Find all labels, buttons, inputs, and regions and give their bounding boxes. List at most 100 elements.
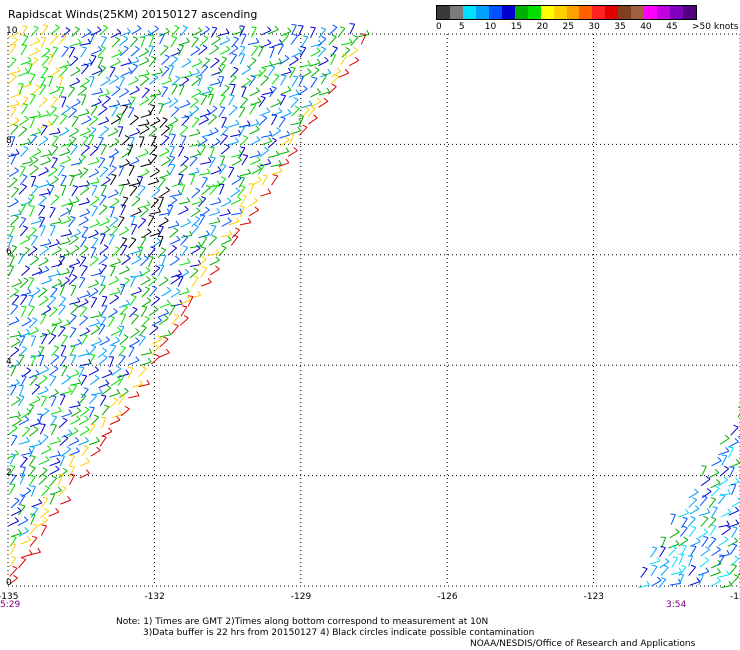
wind-barb	[107, 130, 119, 137]
wind-barb	[8, 236, 14, 247]
wind-barb	[148, 46, 154, 57]
wind-barb	[711, 507, 718, 518]
wind-barb	[11, 188, 19, 198]
wind-barb-flag	[224, 84, 230, 88]
wind-barb	[29, 167, 39, 176]
wind-barb	[261, 91, 273, 96]
wind-barb	[69, 58, 79, 67]
wind-barb-flag	[331, 83, 337, 87]
wind-barb-flag	[197, 26, 203, 32]
wind-barb	[50, 27, 60, 35]
wind-barb	[231, 153, 243, 158]
wind-barb-flag	[112, 225, 118, 229]
wind-barb	[141, 318, 150, 327]
wind-barb	[8, 170, 19, 178]
wind-barb-flag	[140, 236, 147, 239]
wind-barb	[311, 100, 322, 108]
wind-barb	[271, 175, 279, 186]
wind-barb-flag	[37, 547, 41, 553]
wind-barb	[710, 580, 721, 587]
wind-barb	[120, 245, 128, 256]
wind-barb	[117, 395, 126, 405]
wind-barb-flag	[159, 33, 165, 36]
wind-barb	[40, 448, 52, 455]
wind-barb	[27, 278, 35, 289]
wind-barb-flag	[17, 416, 22, 421]
wind-barb	[58, 487, 67, 497]
wind-barb	[8, 153, 20, 157]
wind-barb-flag	[212, 105, 218, 109]
wind-barb	[90, 315, 102, 319]
wind-barb	[88, 181, 100, 185]
wind-barb-flag	[83, 63, 89, 67]
wind-barb-flag	[267, 188, 272, 194]
wind-barb-flag	[74, 436, 80, 442]
wind-barb-flag	[12, 565, 18, 569]
wind-barb	[171, 325, 179, 335]
wind-barb-flag	[675, 539, 680, 545]
wind-barb	[239, 147, 246, 158]
wind-barb-flag	[75, 77, 81, 82]
wind-barb	[337, 28, 346, 38]
wind-barb	[280, 89, 292, 95]
wind-barb-flag	[737, 497, 740, 501]
wind-barb	[90, 416, 100, 426]
wind-barb	[230, 236, 239, 246]
wind-barb	[69, 262, 80, 267]
wind-barb	[50, 356, 60, 365]
wind-barb-flag	[76, 407, 82, 412]
wind-barb	[61, 336, 68, 346]
wind-barb	[30, 236, 38, 246]
wind-barb-flag	[20, 165, 26, 168]
wind-barb	[109, 141, 120, 148]
wind-barb	[160, 137, 170, 146]
wind-barb	[40, 498, 49, 508]
wind-barb-flag	[198, 197, 203, 202]
wind-barb-flag	[308, 100, 313, 105]
wind-barb-flag	[68, 138, 73, 144]
wind-barb-flag	[247, 168, 252, 174]
wind-barb	[107, 192, 119, 199]
y-tick-label: 10	[6, 26, 18, 36]
wind-barb	[231, 159, 242, 167]
wind-barb-flag	[192, 155, 198, 159]
wind-barb-flag	[41, 195, 47, 199]
wind-barb	[8, 320, 20, 326]
wind-barb	[29, 206, 35, 217]
wind-barb	[228, 76, 237, 86]
wind-barb-flag	[345, 47, 351, 51]
wind-barb-flag	[193, 267, 199, 272]
wind-barb-flag	[164, 134, 170, 139]
wind-barb-flag	[45, 179, 50, 185]
wind-barb-flag	[100, 323, 106, 326]
wind-barb	[8, 427, 18, 436]
wind-barb-flag	[726, 525, 731, 529]
wind-barb	[38, 170, 49, 177]
wind-barb	[328, 86, 337, 95]
wind-barb-flag	[243, 135, 249, 139]
wind-barb-flag	[274, 25, 279, 30]
wind-barb-flag	[84, 185, 90, 189]
wind-barb-flag	[9, 255, 15, 257]
wind-barb-flag	[253, 197, 258, 202]
wind-barb	[40, 525, 48, 536]
wind-barb	[60, 219, 71, 225]
wind-barb-flag	[183, 155, 189, 159]
wind-barb-flag	[278, 43, 284, 46]
wind-barb	[210, 141, 221, 148]
wind-barb-flag	[186, 37, 190, 43]
wind-barb	[40, 37, 47, 49]
x-tick-label: -129	[290, 592, 312, 602]
wind-barb	[151, 72, 163, 76]
wind-barb	[29, 376, 38, 386]
wind-barb-flag	[153, 306, 159, 310]
wind-barb-flag	[56, 269, 61, 275]
wind-barb-flag	[43, 516, 49, 521]
wind-barb-flag	[170, 304, 176, 307]
wind-barb	[89, 147, 99, 157]
wind-barb-flag	[153, 324, 159, 329]
wind-barb-flag	[726, 549, 731, 555]
wind-barb	[20, 306, 27, 318]
wind-barb-flag	[18, 209, 22, 215]
wind-barb	[31, 86, 41, 96]
